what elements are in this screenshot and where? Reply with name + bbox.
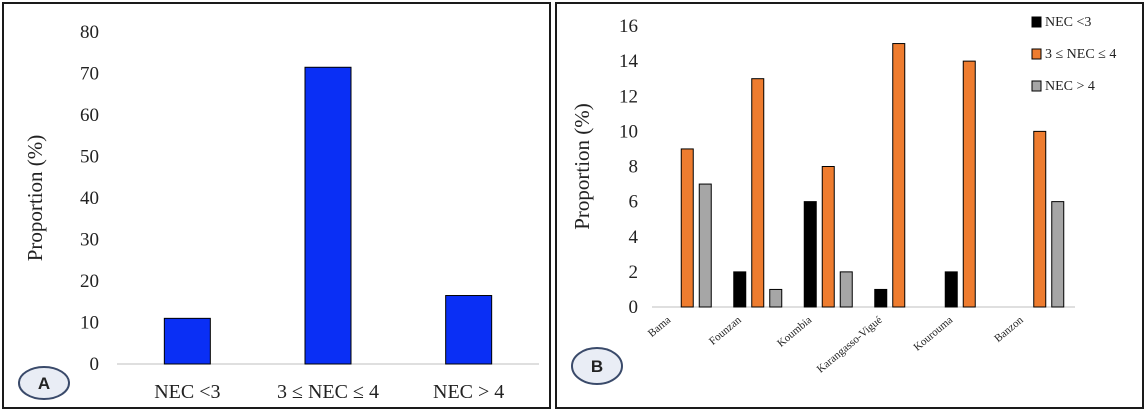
y-tick-label: 40: [80, 188, 99, 209]
y-tick-label: 0: [90, 354, 100, 375]
y-tick-label: 10: [80, 313, 99, 334]
y-tick-label: 70: [80, 64, 99, 85]
bar: [803, 201, 817, 308]
x-tick-label: Banzon: [992, 314, 1026, 345]
y-tick-label: 12: [619, 86, 638, 107]
legend-swatch: [1031, 48, 1042, 60]
bar: [1051, 201, 1065, 308]
x-tick-label: Karangasso-Vigué: [815, 314, 885, 375]
y-tick-label: 50: [80, 147, 99, 168]
x-tick-label: Founzan: [707, 314, 744, 348]
y-tick-label: 30: [80, 230, 99, 251]
legend-swatch: [1031, 80, 1042, 92]
legend-swatch: [1031, 16, 1042, 28]
y-tick-label: 80: [80, 22, 99, 43]
bar: [1033, 130, 1047, 308]
chart-a-svg: 0 10 20 30 40 50 60 70 80 Proportion (%) NEC <3 3 ≤…: [18, 22, 539, 403]
y-tick-label: 20: [80, 271, 99, 292]
y-tick-label: 2: [629, 262, 639, 283]
bar: [944, 271, 958, 308]
y-tick-label: 14: [619, 51, 639, 72]
chart-b-svg: 0 2 4 6 8 10 12 14 16 Proportion (%) Bama Founzan Ko…: [570, 15, 1116, 385]
bar: [751, 78, 765, 308]
bar: [821, 166, 835, 308]
x-tick-label: Bama: [646, 314, 673, 340]
bar: [680, 148, 694, 308]
bar: [769, 288, 783, 308]
y-tick-label: 16: [619, 16, 638, 37]
panel-badge-circle: [18, 366, 70, 400]
y-tick-label: 8: [629, 157, 639, 178]
legend-label: NEC > 4: [1045, 79, 1095, 94]
panel-badge-label: A: [38, 374, 50, 393]
bar: [962, 60, 976, 308]
legend-label: NEC <3: [1045, 15, 1091, 30]
y-tick-label: 0: [629, 297, 639, 318]
y-axis-title: Proportion (%): [23, 135, 47, 262]
bar: [874, 288, 888, 308]
chart-panel-a: 0 10 20 30 40 50 60 70 80 Proportion (%) NEC <3 3 ≤…: [2, 2, 551, 409]
chart-panel-b: 0 2 4 6 8 10 12 14 16 Proportion (%) Bama Founzan Ko…: [555, 2, 1144, 409]
y-tick-label: 6: [629, 192, 639, 213]
bar: [304, 66, 352, 365]
legend-label: 3 ≤ NEC ≤ 4: [1045, 47, 1116, 62]
x-tick-label: NEC > 4: [433, 381, 504, 403]
bar: [445, 295, 493, 365]
panel-badge-circle: [571, 347, 623, 385]
y-axis-title: Proportion (%): [570, 103, 594, 230]
y-tick-label: 10: [619, 121, 638, 142]
bar: [839, 271, 853, 308]
x-tick-label: Koumbia: [775, 314, 814, 350]
bar: [733, 271, 747, 308]
y-tick-label: 4: [629, 227, 639, 248]
bar: [892, 43, 906, 308]
y-tick-label: 60: [80, 105, 99, 126]
x-tick-label: NEC <3: [154, 381, 220, 403]
x-tick-label: 3 ≤ NEC ≤ 4: [277, 381, 379, 403]
x-tick-label: Kourouma: [911, 314, 955, 354]
bar: [163, 317, 211, 365]
bar: [698, 183, 712, 308]
panel-badge-label: B: [591, 357, 603, 376]
